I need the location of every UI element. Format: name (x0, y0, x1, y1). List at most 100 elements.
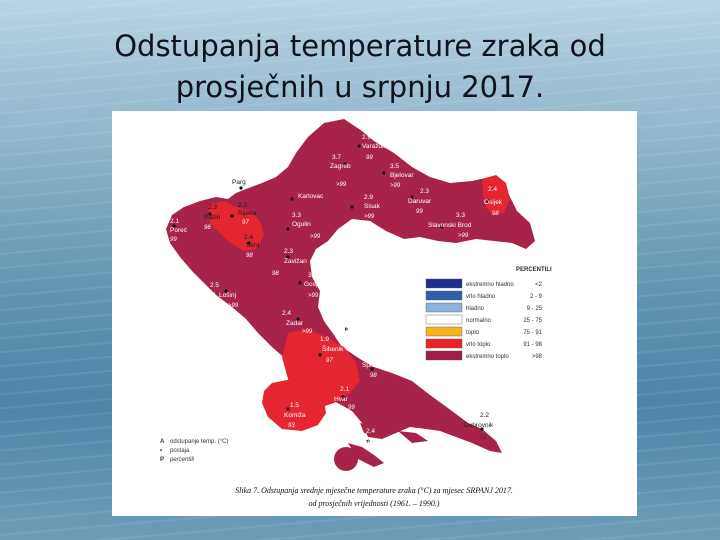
svg-text:>99: >99 (302, 329, 313, 335)
svg-text:>99: >99 (336, 182, 347, 188)
svg-text:A: A (160, 439, 165, 445)
svg-text:Slika 7. Odstupanja srednje mj: Slika 7. Odstupanja srednje mjesečne tem… (235, 486, 513, 495)
station-varazdin: 2.9 Varaždin (362, 134, 388, 150)
station-hvar: 2.1 Hvar 99 (334, 386, 355, 411)
svg-text:2.2: 2.2 (480, 412, 489, 419)
legend-row-1: ekstremno hladno <2 (425, 278, 543, 289)
svg-text:3.3: 3.3 (456, 212, 465, 219)
svg-text:93: 93 (288, 423, 295, 429)
svg-text:Rijeka: Rijeka (238, 210, 256, 217)
station-zadar: 2.4 Zadar >99 (282, 310, 313, 335)
svg-text:2.3: 2.3 (208, 204, 217, 211)
station-sisak: 2.9 Sisak >99 (364, 194, 381, 220)
svg-text:toplo: toplo (466, 330, 480, 336)
svg-text:2.4: 2.4 (488, 186, 497, 193)
svg-text:2.3: 2.3 (284, 248, 293, 255)
svg-text:Lastovo: Lastovo (362, 438, 385, 445)
station-slavonski-brod: 3.3 Slavonski Brod >99 (428, 212, 472, 239)
svg-text:Split: Split (362, 362, 375, 369)
svg-text:Bjelovar: Bjelovar (390, 172, 414, 179)
svg-text:3.3: 3.3 (292, 212, 301, 219)
svg-text:ekstremno hladno: ekstremno hladno (466, 282, 514, 288)
svg-text:<2: <2 (535, 282, 543, 288)
svg-text:99: 99 (366, 155, 373, 161)
svg-text:Zagreb: Zagreb (330, 163, 351, 170)
croatia-map: 2.9 Varaždin 3.7 Zagreb 99 3.5 Bjelovar … (160, 119, 552, 508)
svg-text:1.5: 1.5 (290, 402, 299, 409)
svg-text:P: P (160, 457, 164, 463)
svg-text:98: 98 (370, 373, 377, 379)
svg-text:od prosječnih vrijednosti (196: od prosječnih vrijednosti (1961. – 1990.… (308, 499, 439, 508)
svg-text:>99: >99 (228, 303, 239, 309)
svg-text:>99: >99 (308, 293, 319, 299)
station-sibenik: 1.9 Šibenik 97 (320, 336, 344, 364)
svg-text:Slavonski Brod: Slavonski Brod (428, 222, 472, 229)
svg-text:99: 99 (170, 237, 177, 243)
svg-text:25 - 75: 25 - 75 (523, 318, 542, 324)
station-rijeka: 2.3 Rijeka 97 (238, 202, 256, 226)
svg-text:98: 98 (492, 211, 499, 217)
legend-row-3: hladno 9 - 25 (425, 302, 543, 313)
station-split: 2.1 Split 98 (362, 354, 377, 379)
svg-text:2.9: 2.9 (364, 194, 373, 201)
svg-text:2.5: 2.5 (210, 282, 219, 289)
station-dubrovnik: 2.2 Dubrovnik 99 (464, 412, 494, 441)
svg-text:odstupanje temp. (°C): odstupanje temp. (°C) (170, 439, 228, 445)
legend-row-4: normalno 25 - 75 (425, 314, 543, 325)
legend-row-5: toplo 75 - 91 (425, 326, 543, 337)
svg-text:>99: >99 (364, 214, 375, 220)
svg-text:>98: >98 (532, 354, 543, 360)
svg-text:97: 97 (326, 358, 333, 364)
svg-text:98: 98 (246, 253, 253, 259)
svg-text:91 - 98: 91 - 98 (523, 342, 542, 348)
svg-text:2.4: 2.4 (282, 310, 291, 317)
svg-text:Komiža: Komiža (284, 412, 306, 419)
svg-text:Sisak: Sisak (364, 203, 381, 210)
svg-text:Ogulin: Ogulin (292, 221, 311, 228)
station-senj: 2.4 Senj 98 (244, 234, 259, 259)
station-parg: Parg (232, 179, 246, 186)
station-dots (172, 144, 490, 443)
svg-text:2.4: 2.4 (366, 428, 375, 435)
svg-text:2.1: 2.1 (170, 218, 179, 225)
svg-text:Gospić: Gospić (304, 281, 325, 288)
slide-title: Odstupanja temperature zraka od prosječn… (0, 26, 720, 108)
svg-text:97: 97 (242, 220, 249, 226)
svg-text:postaja: postaja (170, 448, 190, 454)
svg-text:Parg: Parg (232, 179, 246, 186)
svg-text:Hvar: Hvar (334, 396, 349, 403)
region-very-warm-vis (262, 379, 326, 431)
svg-text:98: 98 (272, 271, 279, 277)
svg-text:vrlo hladno: vrlo hladno (466, 294, 496, 300)
svg-text:Šibenik: Šibenik (322, 344, 344, 353)
svg-text:Zadar: Zadar (286, 320, 304, 327)
svg-text:2 - 9: 2 - 9 (530, 294, 543, 300)
svg-text:PERCENTILI: PERCENTILI (516, 267, 552, 273)
svg-text:ekstremno toplo: ekstremno toplo (466, 354, 509, 360)
title-line-1: Odstupanja temperature zraka od (114, 29, 606, 63)
svg-text:>99: >99 (390, 183, 401, 189)
svg-text:normalno: normalno (466, 318, 492, 324)
svg-text:Varaždin: Varaždin (362, 143, 388, 150)
station-pazin: 2.3 Pazin 96 (204, 204, 221, 231)
svg-text:hladno: hladno (466, 306, 485, 312)
lastovo-island (334, 447, 358, 471)
svg-text:Dubrovnik: Dubrovnik (464, 422, 494, 429)
station-komiza: 1.5 Komiža 93 (284, 402, 306, 429)
legend-row-6: vrlo toplo 91 - 98 (425, 338, 543, 349)
svg-text:2.1: 2.1 (340, 386, 349, 393)
svg-text:99: 99 (348, 405, 355, 411)
svg-text:>99: >99 (310, 234, 321, 240)
svg-text:2.4: 2.4 (244, 234, 253, 241)
svg-text:2.3: 2.3 (420, 188, 429, 195)
svg-text:>99: >99 (458, 233, 469, 239)
station-zagreb: 3.7 Zagreb 99 (330, 154, 373, 170)
region-extremely-warm (166, 119, 535, 453)
map-figure: 2.9 Varaždin 3.7 Zagreb 99 3.5 Bjelovar … (112, 111, 637, 516)
svg-text:Osijek: Osijek (484, 199, 503, 206)
svg-text:Zavižan: Zavižan (284, 258, 307, 265)
station-karlovac: Karlovac >99 (298, 182, 347, 200)
station-daruvar: 2.3 Daruvar 99 (408, 188, 432, 215)
svg-text:>99: >99 (374, 448, 385, 454)
svg-text:M. Lošinj: M. Lošinj (210, 292, 236, 299)
